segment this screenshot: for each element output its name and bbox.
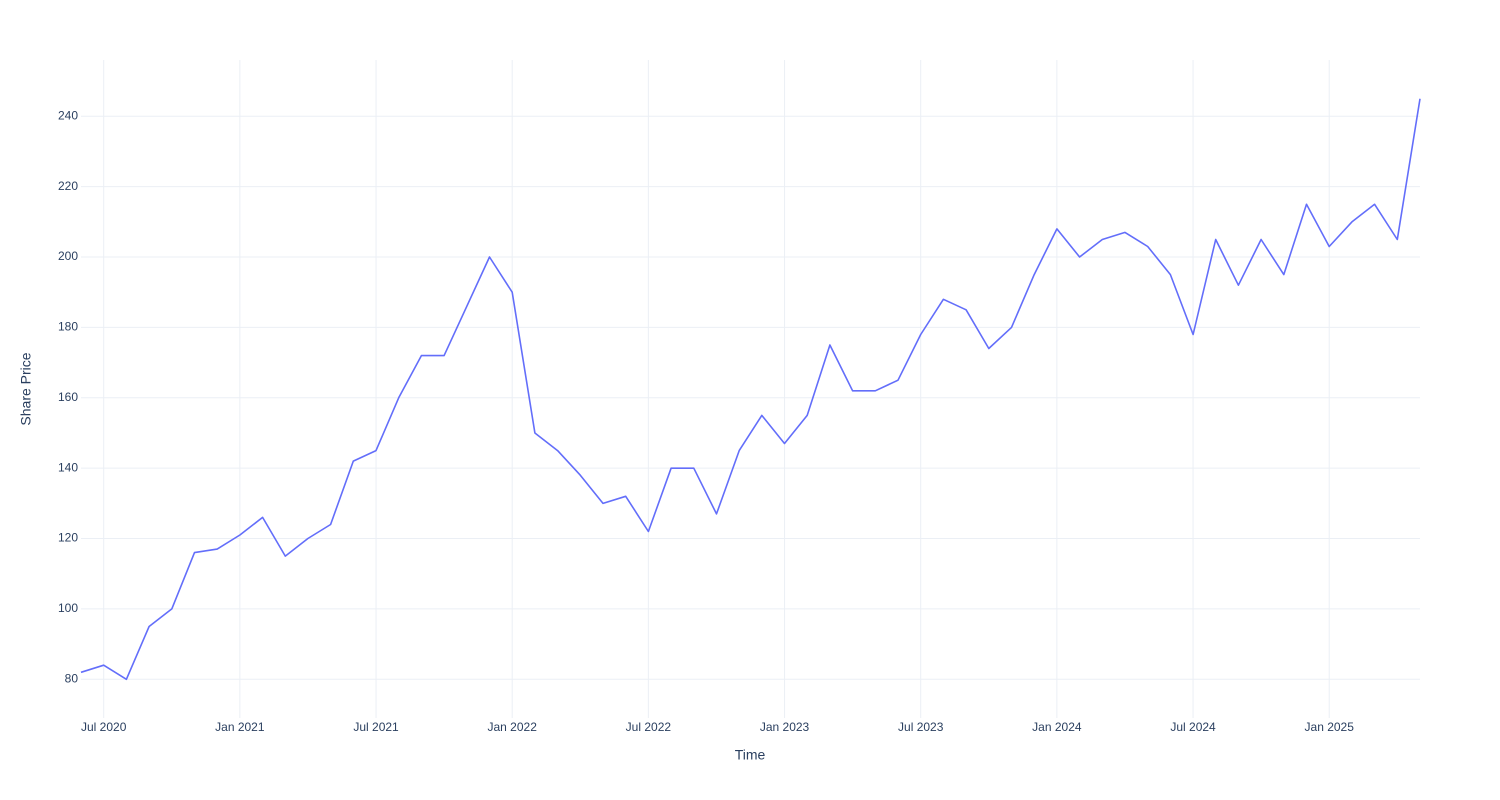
- x-tick-label: Jul 2020: [81, 720, 127, 734]
- y-tick-label: 240: [58, 108, 78, 122]
- x-tick-label: Jul 2023: [898, 720, 944, 734]
- y-tick-label: 80: [65, 671, 79, 685]
- y-axis-title: Share Price: [18, 352, 34, 425]
- x-tick-label: Jan 2022: [488, 720, 538, 734]
- y-tick-label: 180: [58, 320, 78, 334]
- x-tick-label: Jan 2021: [215, 720, 265, 734]
- x-tick-label: Jul 2021: [353, 720, 399, 734]
- price-line: [80, 98, 1421, 681]
- x-tick-label: Jul 2022: [626, 720, 672, 734]
- x-tick-label: Jan 2025: [1305, 720, 1355, 734]
- y-tick-label: 200: [58, 249, 78, 263]
- y-tick-label: 120: [58, 531, 78, 545]
- y-tick-label: 160: [58, 390, 78, 404]
- y-tick-label: 220: [58, 179, 78, 193]
- y-tick-label: 140: [58, 460, 78, 474]
- x-tick-label: Jan 2023: [760, 720, 810, 734]
- x-tick-label: Jan 2024: [1032, 720, 1082, 734]
- y-tick-label: 100: [58, 601, 78, 615]
- x-axis-title: Time: [735, 747, 766, 763]
- x-tick-label: Jul 2024: [1170, 720, 1216, 734]
